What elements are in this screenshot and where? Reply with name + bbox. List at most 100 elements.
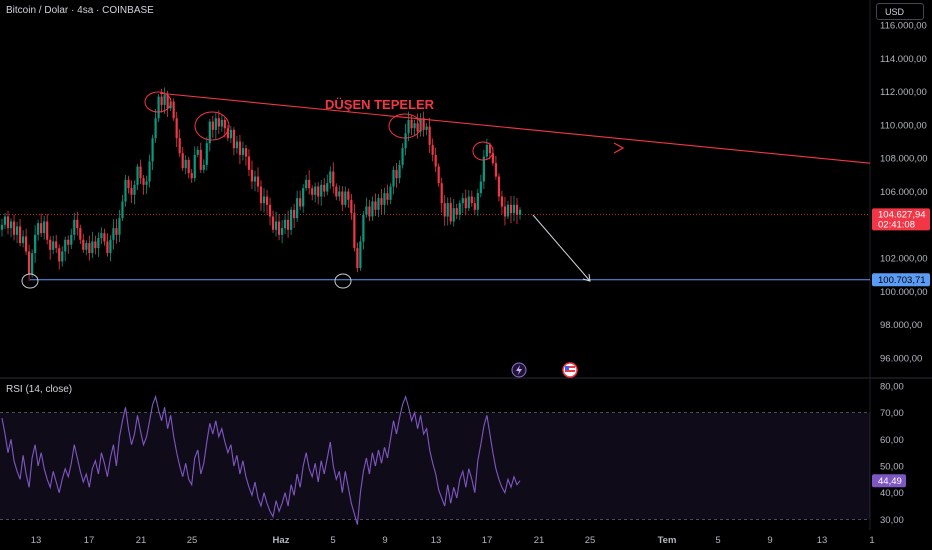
last-price-countdown: 02:41:08 — [878, 219, 915, 230]
candle-body — [401, 148, 404, 165]
candle-body — [262, 196, 266, 204]
candle-body — [3, 216, 7, 225]
candle-body — [67, 239, 70, 245]
candle-body — [311, 188, 314, 195]
candle-body — [274, 221, 278, 230]
time-tick-label: 25 — [585, 535, 596, 546]
candle-body — [157, 96, 160, 119]
candle-body — [166, 94, 169, 109]
candle-body — [46, 221, 49, 240]
projection-arrow — [532, 214, 591, 282]
candle-body — [229, 129, 232, 139]
candle-body — [76, 219, 79, 229]
candle-body — [253, 176, 257, 182]
rsi-tick-label: 60,00 — [880, 435, 904, 446]
candle-body — [130, 188, 133, 195]
candle-body — [356, 248, 359, 269]
candle-body — [398, 164, 401, 179]
price-tick-label: 116.000,00 — [880, 20, 927, 31]
rsi-tick-label: 80,00 — [880, 382, 904, 393]
candle-body — [226, 128, 229, 139]
candle-body — [473, 203, 476, 210]
candle-body — [241, 148, 245, 155]
candle-body — [175, 118, 178, 139]
currency-selector[interactable]: USD — [876, 3, 924, 20]
candle-body — [335, 186, 338, 197]
candle-body — [40, 223, 43, 234]
price-tick-label: 106.000,00 — [880, 187, 928, 198]
candle-body — [347, 191, 350, 200]
candle-body — [512, 204, 516, 214]
candle-body — [302, 188, 305, 207]
time-tick-label: 9 — [382, 535, 387, 546]
candle-body — [392, 169, 395, 187]
candle-body — [509, 204, 513, 214]
last-price-badge: 104.627,94 02:41:08 — [872, 208, 930, 231]
candle-body — [112, 228, 115, 240]
candle-body — [416, 123, 419, 132]
time-tick-label: 9 — [767, 535, 772, 546]
candle-body — [488, 144, 491, 154]
candle-body — [341, 191, 344, 205]
candle-body — [455, 208, 458, 215]
candle-body — [407, 119, 410, 134]
projection-arrowhead-icon — [582, 273, 591, 282]
candle-body — [172, 101, 175, 119]
candle-body — [70, 234, 73, 245]
trendline[interactable] — [159, 92, 871, 164]
candle-body — [365, 206, 368, 215]
candle-body — [223, 119, 226, 129]
lightning-icon[interactable] — [511, 362, 527, 378]
candle-body — [353, 213, 356, 249]
candle-body — [238, 141, 242, 155]
time-axis: 13 17 21 25 Haz 5 9 13 17 21 25 Tem 5 9 13 1 — [31, 535, 875, 546]
candle-body — [52, 241, 55, 250]
candle-body — [323, 184, 326, 192]
candle-body — [100, 233, 103, 239]
price-tick-label: 98.000,00 — [880, 320, 922, 331]
candle-body — [73, 219, 76, 235]
candle-body — [85, 243, 88, 250]
low-marker-1 — [21, 273, 39, 289]
us-flag-icon[interactable] — [562, 362, 578, 378]
candle-body — [154, 118, 157, 139]
candle-body — [362, 214, 365, 242]
time-tick-label: 5 — [330, 535, 335, 546]
candle-body — [0, 224, 4, 230]
candle-body — [187, 159, 190, 174]
candle-body — [139, 166, 142, 179]
candle-body — [34, 234, 37, 254]
time-tick-label: 17 — [84, 535, 95, 546]
rsi-band — [0, 412, 870, 520]
candle-body — [208, 121, 211, 144]
candle-body — [425, 126, 428, 130]
candle-body — [235, 141, 239, 149]
candle-body — [265, 196, 269, 205]
candle-body — [290, 209, 293, 230]
candle-body — [500, 196, 504, 207]
candle-body — [202, 164, 205, 170]
candle-body — [6, 216, 10, 229]
candle-body — [395, 169, 398, 179]
candle-body — [190, 173, 193, 179]
candle-body — [256, 176, 260, 187]
candle-body — [287, 219, 290, 230]
candle-body — [121, 201, 124, 219]
candle-body — [467, 196, 470, 209]
price-tick-label: 114.000,00 — [880, 54, 927, 65]
candle-body — [94, 241, 97, 249]
candle-body — [283, 219, 287, 229]
candle-body — [196, 149, 199, 155]
candle-body — [479, 181, 482, 194]
time-tick-label: 13 — [817, 535, 828, 546]
support-badge: 100.703,71 — [872, 273, 930, 287]
candle-body — [404, 133, 407, 149]
trend-arrow-icon — [613, 142, 625, 154]
peak-marker-4 — [472, 141, 494, 161]
candle-body — [124, 179, 127, 202]
candle-body — [280, 228, 284, 235]
candle-body — [115, 228, 118, 235]
time-tick-label: 13 — [431, 535, 442, 546]
candle-body — [305, 179, 308, 189]
